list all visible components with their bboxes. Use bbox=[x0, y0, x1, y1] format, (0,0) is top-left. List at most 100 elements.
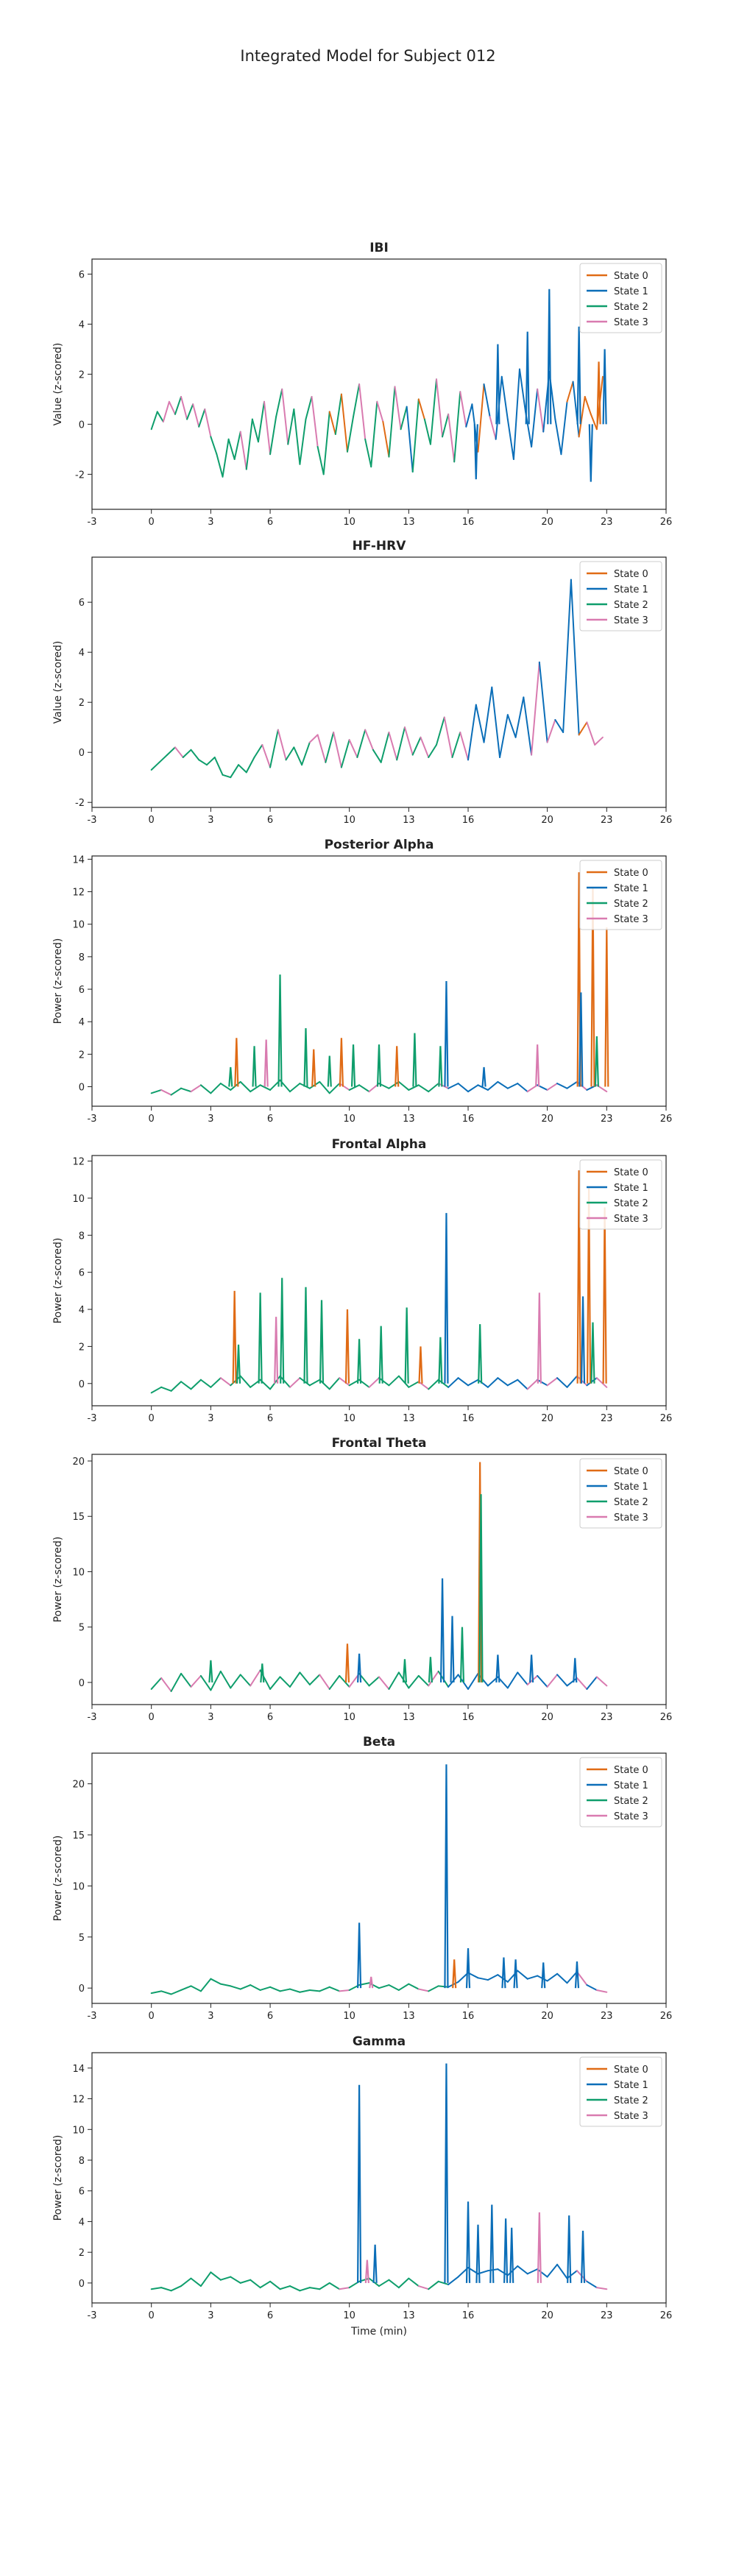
series-segment-state-1 bbox=[486, 1377, 499, 1388]
series-segment-state-2 bbox=[316, 446, 325, 475]
series-segment-state-2 bbox=[180, 1985, 192, 1991]
series-spike bbox=[404, 1307, 409, 1384]
x-tick-label: 23 bbox=[601, 517, 613, 528]
series-segment-state-2 bbox=[388, 1984, 400, 1991]
series-spike bbox=[444, 980, 449, 1087]
series-segment-state-2 bbox=[380, 732, 390, 763]
series-segment-state-2 bbox=[150, 2287, 163, 2290]
x-tick-label: 20 bbox=[541, 1413, 553, 1424]
plot-frame bbox=[91, 1155, 667, 1406]
series-segment-state-1 bbox=[537, 2268, 548, 2278]
series-segment-state-3 bbox=[595, 1377, 608, 1388]
x-tick-label: 16 bbox=[462, 815, 475, 826]
legend: State 0 State 1 State 2 State 3 bbox=[579, 860, 662, 930]
x-tick-label: 0 bbox=[149, 815, 155, 826]
legend-box bbox=[579, 1458, 662, 1529]
x-tick-label: 10 bbox=[343, 815, 355, 826]
x-tick-label: 0 bbox=[149, 1114, 155, 1125]
series-spike bbox=[509, 2227, 514, 2283]
series-spike bbox=[495, 1655, 500, 1682]
series-segment-state-2 bbox=[279, 1375, 291, 1388]
series-spike bbox=[580, 2230, 586, 2283]
series-segment-state-2 bbox=[259, 1084, 272, 1091]
series-spike bbox=[450, 1616, 455, 1682]
series-segment-state-2 bbox=[190, 1985, 202, 1992]
series-segment-state-3 bbox=[316, 734, 327, 763]
y-tick-label: 0 bbox=[79, 748, 85, 759]
series-segment-state-3 bbox=[277, 729, 287, 761]
series-segment-state-3 bbox=[546, 1674, 559, 1688]
series-segment-state-3 bbox=[180, 396, 188, 420]
series-segment-state-2 bbox=[150, 1677, 163, 1690]
x-tick-label: 26 bbox=[660, 1712, 673, 1723]
y-tick-label: 14 bbox=[72, 2064, 85, 2075]
series-spike bbox=[258, 1292, 263, 1384]
x-tick-label: 13 bbox=[403, 1114, 415, 1125]
series-segment-state-1 bbox=[467, 1084, 479, 1093]
series-segment-state-1 bbox=[517, 2265, 528, 2275]
y-tick-label: 15 bbox=[72, 1512, 85, 1523]
series-segment-state-1 bbox=[586, 1984, 598, 1991]
series-segment-state-1 bbox=[523, 696, 533, 756]
series-segment-state-1 bbox=[518, 368, 527, 413]
series-spike bbox=[438, 1046, 443, 1087]
series-spike bbox=[513, 1959, 518, 1989]
series-spike bbox=[394, 1046, 400, 1087]
x-tick-label: 23 bbox=[601, 1114, 613, 1125]
x-tick-label: 16 bbox=[462, 517, 475, 528]
series-segment-state-2 bbox=[166, 746, 176, 756]
legend-label-state-1: State 1 bbox=[614, 1482, 648, 1493]
series-segment-state-2 bbox=[239, 1674, 252, 1687]
series-segment-state-3 bbox=[489, 416, 497, 440]
series-spike bbox=[503, 2218, 509, 2283]
series-segment-state-2 bbox=[289, 2285, 301, 2292]
series-segment-state-3 bbox=[250, 1669, 261, 1687]
series-segment-state-2 bbox=[219, 1983, 232, 1987]
y-tick-label: 4 bbox=[79, 648, 85, 659]
series-segment-state-2 bbox=[408, 1674, 420, 1689]
series-segment-state-3 bbox=[364, 729, 374, 751]
series-segment-state-2 bbox=[442, 413, 450, 438]
y-tick-label: 14 bbox=[72, 854, 85, 866]
x-tick-label: 3 bbox=[208, 2310, 213, 2321]
legend-label-state-2: State 2 bbox=[614, 899, 648, 910]
y-axis-label: Power (z-scored) bbox=[52, 1836, 64, 1922]
legend-label-state-3: State 3 bbox=[614, 615, 648, 626]
y-axis-label: Power (z-scored) bbox=[52, 2135, 64, 2221]
series-segment-state-3 bbox=[594, 736, 604, 746]
series-segment-state-2 bbox=[368, 1676, 380, 1687]
series-segment-state-2 bbox=[269, 1986, 281, 1992]
series-segment-state-2 bbox=[428, 1379, 439, 1390]
legend: State 0 State 1 State 2 State 3 bbox=[579, 2056, 662, 2127]
series-segment-state-3 bbox=[546, 1083, 559, 1091]
series-segment-state-3 bbox=[289, 1377, 301, 1388]
x-tick-label: 6 bbox=[267, 1712, 273, 1723]
x-tick-label: 6 bbox=[267, 2310, 273, 2321]
y-tick-label: 6 bbox=[79, 269, 85, 280]
x-tick-label: 23 bbox=[601, 1413, 613, 1424]
legend: State 0 State 1 State 2 State 3 bbox=[579, 263, 662, 333]
series-segment-state-2 bbox=[328, 1377, 341, 1390]
series-segment-state-2 bbox=[230, 2276, 241, 2284]
series-segment-state-2 bbox=[299, 2287, 311, 2292]
series-segment-state-2 bbox=[269, 1676, 281, 1690]
figure-title: Integrated Model for Subject 012 bbox=[240, 47, 495, 65]
legend-label-state-1: State 1 bbox=[614, 1780, 648, 1791]
series-segment-state-2 bbox=[287, 408, 295, 445]
series-segment-state-3 bbox=[219, 1377, 232, 1387]
series-segment-state-2 bbox=[308, 1989, 321, 1992]
series-segment-state-2 bbox=[328, 1986, 341, 1992]
series-spike bbox=[303, 1287, 308, 1384]
series-segment-state-1 bbox=[457, 1377, 470, 1387]
y-tick-label: 12 bbox=[72, 1157, 85, 1168]
series-spike bbox=[412, 1033, 417, 1087]
series-spike bbox=[590, 1322, 595, 1384]
series-segment-state-0 bbox=[584, 396, 592, 415]
series-segment-state-2 bbox=[150, 761, 160, 771]
plot-frame bbox=[91, 1752, 667, 2004]
series-segment-state-2 bbox=[408, 2277, 420, 2287]
series-segment-state-0 bbox=[417, 398, 425, 420]
series-spike bbox=[459, 1627, 465, 1682]
series-segment-state-2 bbox=[219, 1083, 232, 1091]
series-segment-state-2 bbox=[180, 1672, 192, 1688]
